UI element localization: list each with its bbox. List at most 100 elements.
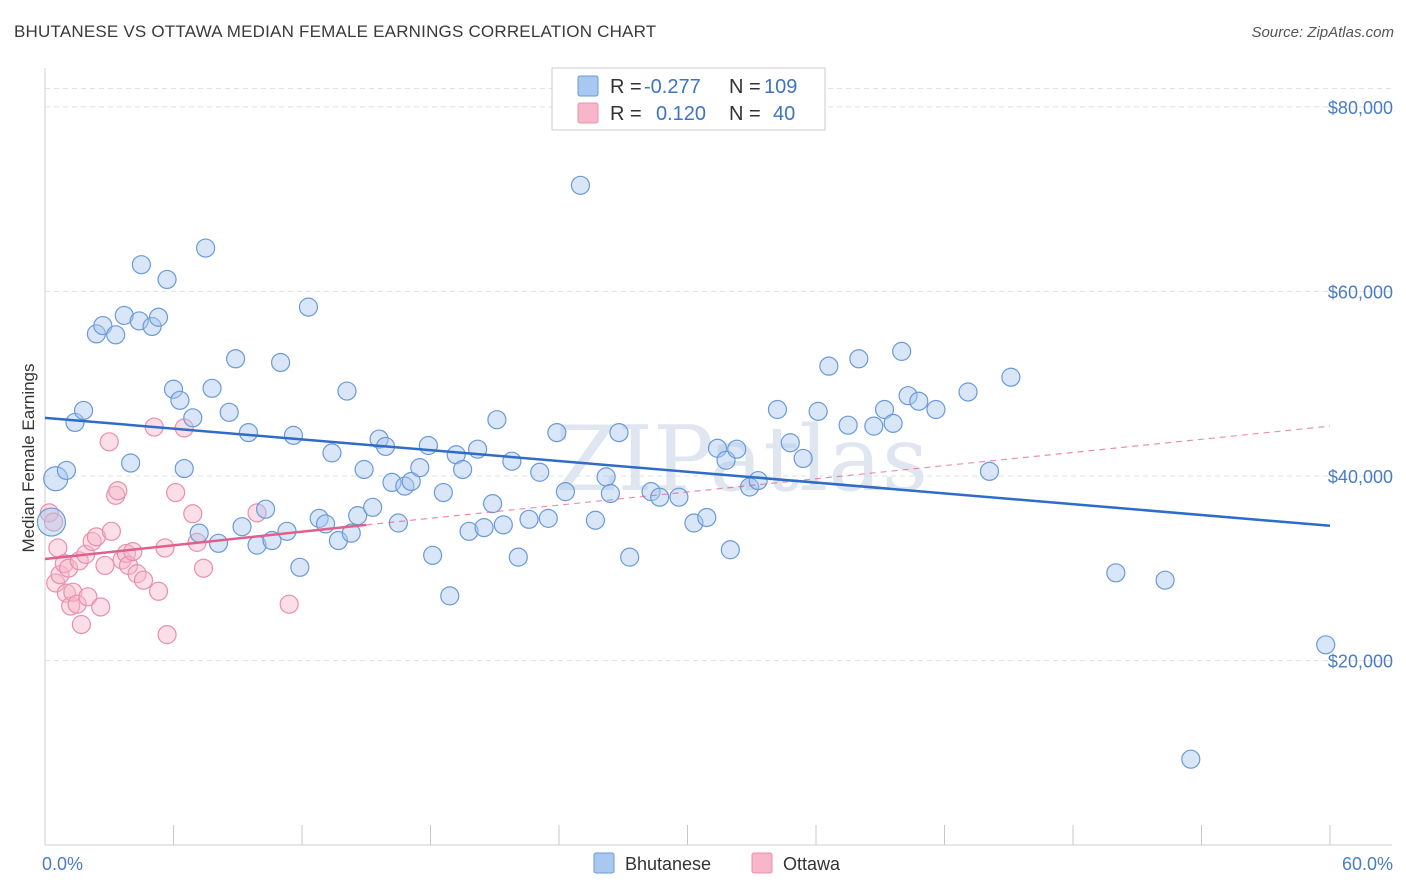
correlation-legend: R = -0.277 N = 109 R = 0.120 N = 40 — [551, 67, 826, 131]
bhutanese-point — [909, 391, 929, 411]
bhutanese-point — [669, 487, 689, 507]
bhutanese-point — [219, 402, 239, 422]
bhutanese-point — [453, 459, 473, 480]
bhutanese-point — [56, 460, 77, 481]
ottawa-point — [193, 558, 214, 578]
ottawa-trend-extension — [366, 425, 1331, 526]
bhutanese-point — [898, 386, 918, 406]
ottawa-series — [39, 417, 299, 645]
ottawa-point — [78, 587, 98, 607]
x-tick-marks — [173, 825, 1331, 845]
bhutanese-point — [864, 416, 884, 436]
bhutanese-point — [519, 509, 539, 529]
bhutanese-point — [874, 399, 895, 420]
ottawa-point — [91, 597, 111, 617]
bhutanese-point — [163, 379, 184, 399]
bhutanese-point — [926, 399, 946, 420]
ottawa-point — [71, 614, 92, 635]
bhutanese-trend-line — [44, 416, 1331, 528]
bhutanese-point — [401, 471, 421, 492]
grid-lines — [45, 87, 1392, 661]
ottawa-point — [63, 582, 83, 602]
legend-swatch-ottawa — [577, 102, 599, 124]
bhutanese-point — [157, 269, 177, 290]
bhutanese-point — [748, 470, 768, 491]
bhutanese-point — [697, 507, 717, 528]
ottawa-point — [123, 542, 143, 562]
bhutanese-point — [131, 255, 151, 275]
y-axis-label: Median Female Earnings — [19, 364, 38, 553]
bhutanese-point — [341, 523, 361, 543]
bhutanese-point — [114, 305, 134, 326]
bhutanese-point — [208, 533, 229, 553]
y-tick-labels: $20,000 $40,000 $60,000 $80,000 — [1328, 98, 1393, 672]
bhutanese-point — [1155, 570, 1175, 590]
bhutanese-point — [298, 297, 319, 317]
axes — [44, 68, 1392, 846]
source-credit: Source: ZipAtlas.com — [1251, 24, 1394, 41]
bhutanese-point — [369, 429, 389, 449]
bhutanese-point — [600, 483, 621, 504]
bhutanese-point — [596, 467, 616, 487]
bhutanese-point — [283, 425, 304, 445]
ottawa-point — [95, 555, 115, 576]
bhutanese-point — [238, 422, 259, 443]
bhutanese-point — [170, 390, 190, 410]
ottawa-point — [101, 521, 121, 541]
y-tick-label: $60,000 — [1328, 282, 1393, 302]
x-tick-labels: 0.0% 60.0% — [42, 854, 1393, 874]
bhutanese-point — [487, 410, 507, 430]
bhutanese-point — [202, 378, 222, 398]
watermark: ZIPatlas — [555, 407, 928, 512]
bhutanese-point — [174, 458, 194, 479]
bhutanese-point — [1181, 749, 1201, 769]
x-tick-label: 0.0% — [42, 854, 83, 874]
ottawa-point — [133, 570, 154, 590]
bhutanese-point — [183, 408, 203, 428]
bhutanese-point — [226, 349, 246, 369]
bhutanese-point — [538, 508, 558, 528]
x-tick-label: 60.0% — [1342, 854, 1393, 874]
bhutanese-point — [290, 557, 310, 577]
bhutanese-point — [1106, 563, 1126, 583]
ottawa-point — [43, 512, 64, 532]
bhutanese-point — [849, 349, 869, 369]
ottawa-point — [148, 581, 169, 601]
bhutanese-point — [474, 518, 494, 538]
legend-n-value-2: 40 — [773, 103, 795, 125]
bhutanese-point — [493, 515, 513, 535]
legend-n-value-1: 109 — [764, 76, 797, 98]
bhutanese-point — [270, 352, 291, 373]
bhutanese-point — [322, 443, 342, 463]
legend-r-label-1: R = — [610, 76, 642, 98]
bhutanese-point — [382, 472, 402, 493]
bhutanese-point — [727, 439, 747, 459]
ottawa-point — [183, 504, 203, 524]
bhutanese-point — [780, 433, 800, 453]
bhutanese-point — [883, 413, 903, 433]
legend-r-label-2: R = — [610, 103, 642, 125]
bhutanese-point — [808, 401, 828, 421]
bhutanese-point — [232, 517, 252, 537]
ottawa-point — [61, 596, 81, 616]
trend-lines — [44, 416, 1331, 561]
ottawa-point — [108, 481, 128, 501]
bhutanese-point — [585, 510, 606, 530]
bhutanese-point — [508, 547, 528, 567]
bottom-legend-label-ottawa: Ottawa — [783, 854, 841, 874]
bhutanese-point — [483, 494, 503, 514]
legend-n-label-2: N = — [729, 103, 761, 125]
ottawa-point — [58, 558, 79, 578]
bottom-legend-label-bhutanese: Bhutanese — [625, 854, 711, 874]
bhutanese-point — [354, 459, 374, 480]
y-tick-label: $40,000 — [1328, 467, 1393, 487]
bhutanese-point — [958, 382, 978, 402]
y-tick-label: $20,000 — [1328, 651, 1393, 671]
bhutanese-point — [363, 497, 383, 517]
legend-r-value-1: -0.277 — [644, 76, 701, 98]
bhutanese-point — [979, 461, 1000, 481]
bhutanese-point — [892, 341, 912, 361]
bhutanese-point — [423, 545, 443, 565]
ottawa-point — [86, 527, 107, 547]
